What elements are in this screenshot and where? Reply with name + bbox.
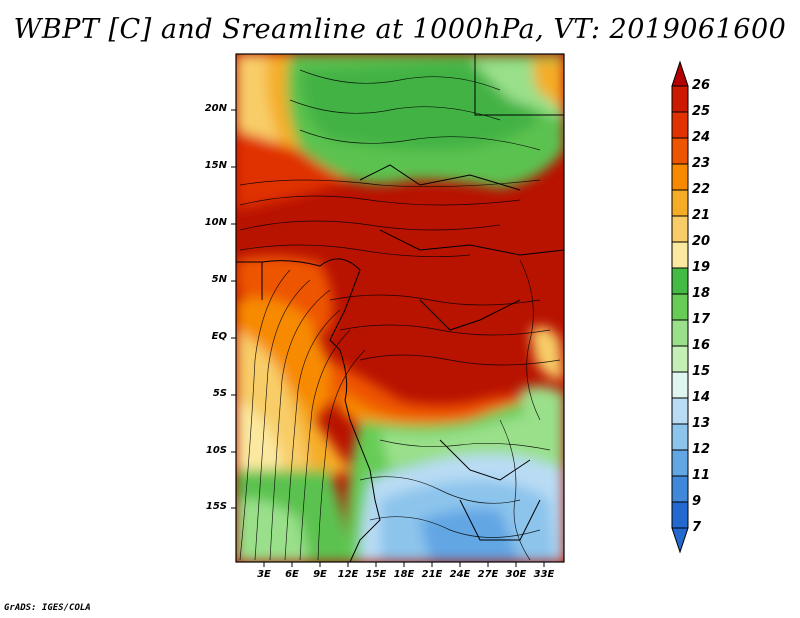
- colorbar-label: 26: [692, 78, 711, 93]
- colorbar-box: [671, 449, 689, 477]
- colorbar-label: 16: [692, 338, 711, 353]
- colorbar-box: [671, 241, 689, 269]
- lon-label-30e: 30E: [505, 569, 527, 580]
- colorbar-box: [671, 371, 689, 399]
- lon-label-12e: 12E: [337, 569, 359, 580]
- colorbar-arrow-bottom: [671, 527, 689, 554]
- colorbar-label: 18: [692, 286, 711, 301]
- colorbar: [671, 60, 689, 554]
- lat-label-20n: 20N: [204, 103, 227, 114]
- lat-label-5n: 5N: [211, 274, 227, 285]
- colorbar-box: [671, 111, 689, 139]
- lat-label-15n: 15N: [204, 160, 227, 171]
- colorbar-label: 7: [692, 520, 702, 535]
- colorbar-box: [671, 267, 689, 295]
- colorbar-box: [671, 163, 689, 191]
- lon-label-6e: 6E: [285, 569, 299, 580]
- colorbar-label: 12: [692, 442, 711, 457]
- colorbar-box: [671, 137, 689, 165]
- colorbar-label: 17: [692, 312, 711, 327]
- colorbar-box: [671, 319, 689, 347]
- colorbar-label: 22: [692, 182, 711, 197]
- lon-label-18e: 18E: [393, 569, 415, 580]
- colorbar-box: [671, 293, 689, 321]
- map-title: WBPT [C] and Sreamline at 1000hPa, VT: 2…: [13, 14, 787, 45]
- lat-label-10n: 10N: [204, 217, 227, 228]
- lat-ticks: [231, 109, 236, 509]
- lon-label-3e: 3E: [257, 569, 271, 580]
- lat-label-15s: 15S: [205, 501, 227, 512]
- colorbar-box: [671, 423, 689, 451]
- lat-label-10s: 10S: [205, 445, 227, 456]
- colorbar-label: 20: [692, 234, 711, 249]
- lat-label-eq: EQ: [211, 331, 227, 342]
- colorbar-label: 24: [692, 130, 711, 145]
- colorbar-label: 9: [692, 494, 702, 509]
- colorbar-box: [671, 215, 689, 243]
- lat-label-5s: 5S: [212, 388, 227, 399]
- colorbar-label: 21: [692, 208, 711, 223]
- streamlines: [239, 69, 561, 561]
- colorbar-box: [671, 85, 689, 113]
- colorbar-box: [671, 345, 689, 373]
- lon-label-24e: 24E: [449, 569, 471, 580]
- grads-credit: GrADS: IGES/COLA: [4, 603, 91, 613]
- colorbar-box: [671, 501, 689, 529]
- colorbar-label: 19: [692, 260, 711, 275]
- colorbar-box: [671, 397, 689, 425]
- colorbar-label: 15: [692, 364, 711, 379]
- map-frame: [235, 53, 565, 563]
- colorbar-label: 23: [692, 156, 711, 171]
- lon-label-15e: 15E: [365, 569, 387, 580]
- colorbar-arrow-top: [671, 60, 689, 87]
- colorbar-label: 13: [692, 416, 711, 431]
- country-borders: [236, 54, 564, 562]
- lon-label-33e: 33E: [533, 569, 555, 580]
- lon-label-21e: 21E: [421, 569, 443, 580]
- colorbar-box: [671, 475, 689, 503]
- lon-label-9e: 9E: [313, 569, 327, 580]
- lon-ticks: [263, 562, 545, 567]
- colorbar-label: 14: [692, 390, 711, 405]
- colorbar-label: 11: [692, 468, 711, 483]
- colorbar-box: [671, 189, 689, 217]
- colorbar-label: 25: [692, 104, 711, 119]
- lon-label-27e: 27E: [477, 569, 499, 580]
- wbpt-field: [236, 54, 564, 562]
